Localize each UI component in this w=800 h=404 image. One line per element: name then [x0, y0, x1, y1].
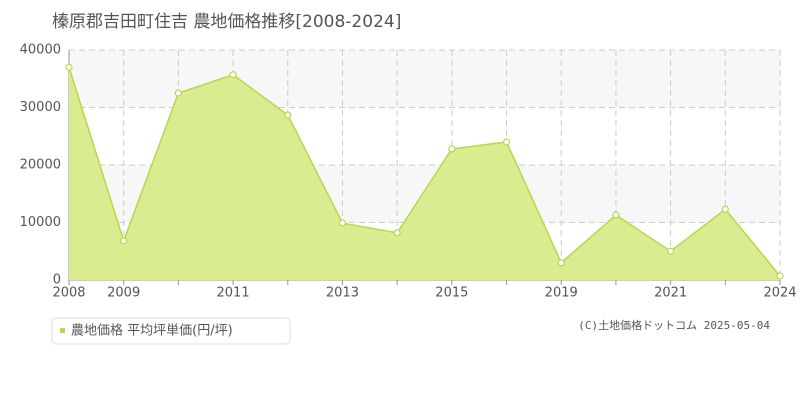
x-tick-label: 2008: [52, 286, 85, 301]
point: [229, 71, 237, 79]
legend-swatch: [60, 328, 65, 333]
point: [120, 237, 128, 245]
y-tick-label: 20000: [20, 158, 61, 173]
line: [68, 67, 781, 277]
y-tick-label: 30000: [20, 100, 61, 115]
point: [338, 219, 347, 227]
x-tick-label: 2021: [654, 286, 687, 301]
point: [65, 63, 73, 71]
point: [667, 247, 675, 255]
point: [557, 259, 565, 267]
point: [393, 229, 401, 237]
y-tick-label: 0: [53, 273, 61, 288]
point: [174, 89, 182, 97]
x-tick-label: 2011: [217, 286, 250, 301]
legend-box: [51, 317, 291, 345]
x-tick-label: 2009: [107, 286, 140, 301]
chart-title: 榛原郡吉田町住吉 農地価格推移[2008-2024]: [52, 12, 401, 32]
y-tick-label: 40000: [20, 43, 61, 58]
x-tick-label: 2024: [763, 286, 796, 301]
y-tick-label: 10000: [20, 215, 61, 230]
x-tick-label: 2013: [326, 286, 359, 301]
point: [448, 145, 456, 153]
area: [69, 67, 780, 280]
point: [721, 205, 729, 213]
point: [502, 138, 511, 146]
x-tick-label: 2019: [545, 286, 578, 301]
point: [612, 211, 620, 219]
x-tick-label: 2015: [435, 286, 468, 301]
point: [776, 272, 784, 280]
point: [284, 111, 292, 119]
legend-label: 農地価格 平均坪単価(円/坪): [71, 323, 233, 339]
credit: (C)土地価格ドットコム 2025-05-04: [578, 318, 770, 332]
